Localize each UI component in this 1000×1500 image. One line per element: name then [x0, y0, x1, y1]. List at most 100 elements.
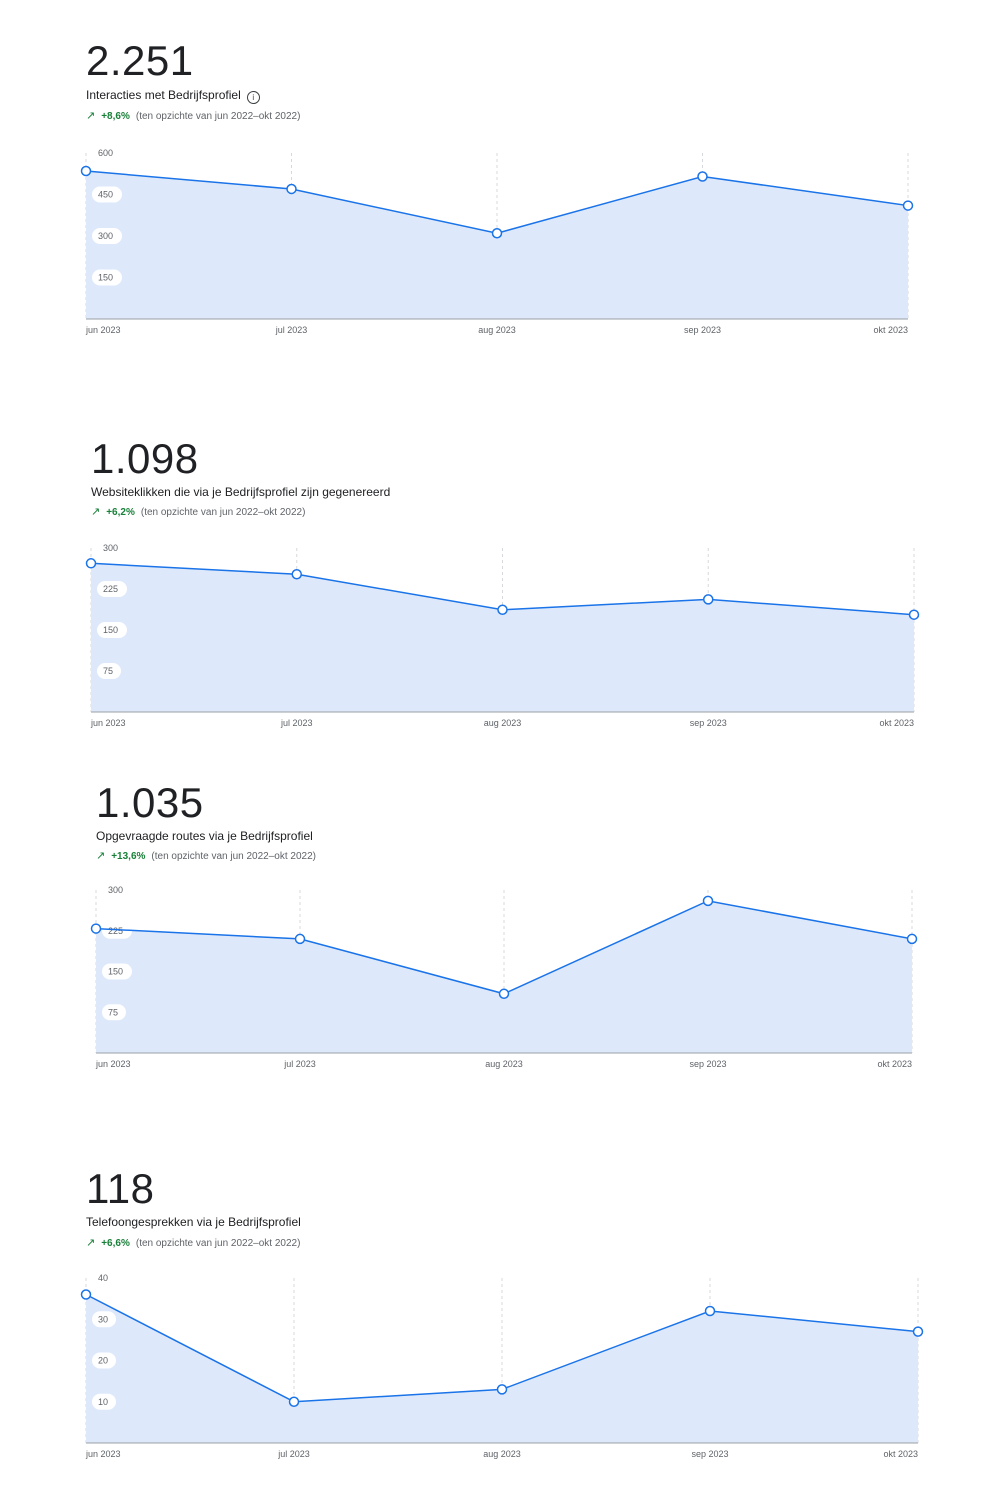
x-tick-label: sep 2023	[689, 1059, 726, 1069]
data-point[interactable]	[288, 1396, 300, 1407]
trend-percentage: +8,6%	[101, 111, 130, 122]
kpi-label: Websiteklikken die via je Bedrijfsprofie…	[91, 485, 390, 499]
data-point[interactable]	[908, 609, 920, 620]
data-point[interactable]	[286, 183, 297, 195]
svg-text:150: 150	[108, 967, 123, 977]
x-tick-label: jun 2023	[90, 718, 126, 728]
y-tick-label: 300	[108, 885, 123, 895]
svg-text:600: 600	[98, 148, 113, 158]
trend-percentage: +6,2%	[106, 507, 135, 518]
y-tick-label: 450	[92, 186, 122, 203]
y-tick-label: 300	[92, 228, 122, 244]
data-point[interactable]	[497, 604, 508, 616]
svg-text:450: 450	[98, 190, 113, 200]
data-point[interactable]	[697, 171, 708, 182]
svg-text:150: 150	[103, 625, 118, 635]
kpi-label-text: Opgevraagde routes via je Bedrijfsprofie…	[96, 829, 313, 843]
data-point[interactable]	[85, 558, 97, 569]
area-chart: 600 450 300 150 jun 2023 jul 2023 aug 2023 sep …	[80, 148, 914, 335]
svg-text:300: 300	[98, 231, 113, 241]
area-fill	[96, 900, 912, 1053]
kpi-value: 1.035	[96, 779, 204, 826]
y-tick-label: 225	[102, 922, 132, 939]
y-tick-label: 600	[98, 148, 113, 158]
x-tick-label: aug 2023	[485, 1059, 523, 1069]
y-tick-label: 10	[92, 1393, 116, 1410]
kpi-label-text: Interacties met Bedrijfsprofiel	[86, 88, 241, 102]
trend-indicator: ↗ +8,6% (ten opzichte van jun 2022–okt 202…	[86, 109, 300, 122]
kpi-label: Telefoongesprekken via je Bedrijfsprofie…	[86, 1215, 301, 1229]
data-point[interactable]	[80, 1289, 92, 1300]
area-chart: 300 225 150 75 jun 2023 jul 2023 aug 2023 sep 2…	[85, 543, 920, 728]
x-tick-label: aug 2023	[484, 718, 522, 728]
trending-up-icon: ↗	[91, 506, 101, 518]
trend-indicator: ↗ +6,6% (ten opzichte van jun 2022–okt 202…	[86, 1236, 300, 1249]
data-point[interactable]	[491, 227, 503, 239]
kpi-label: Opgevraagde routes via je Bedrijfsprofie…	[96, 829, 313, 843]
y-tick-label: 150	[102, 963, 132, 980]
x-tick-label: aug 2023	[478, 325, 516, 335]
svg-text:225: 225	[108, 926, 123, 936]
kpi-value: 1.098	[91, 435, 199, 482]
trend-comparison-note: (ten opzichte van jun 2022–okt 2022)	[151, 851, 316, 862]
data-point[interactable]	[498, 988, 510, 1000]
x-tick-label: okt 2023	[877, 1059, 912, 1069]
data-point[interactable]	[912, 1326, 924, 1337]
data-point[interactable]	[496, 1384, 508, 1395]
area-fill	[86, 170, 908, 319]
trend-comparison-note: (ten opzichte van jun 2022–okt 2022)	[135, 1238, 301, 1249]
svg-text:150: 150	[98, 273, 113, 283]
trend-comparison-note: (ten opzichte van jun 2022–okt 2022)	[140, 507, 306, 518]
x-tick-label: okt 2023	[879, 718, 914, 728]
data-point[interactable]	[906, 933, 918, 945]
svg-text:75: 75	[108, 1007, 118, 1017]
x-tick-label: jul 2023	[280, 718, 313, 728]
x-tick-label: jul 2023	[275, 325, 308, 335]
info-icon[interactable]: i	[246, 91, 260, 104]
x-tick-label: sep 2023	[691, 1449, 728, 1459]
x-tick-label: jul 2023	[283, 1059, 316, 1069]
kpi-label: Interacties met Bedrijfsprofiel i	[86, 88, 260, 104]
kpi-label-text: Telefoongesprekken via je Bedrijfsprofie…	[86, 1215, 301, 1229]
y-tick-label: 20	[92, 1352, 116, 1369]
y-tick-label: 75	[97, 663, 121, 679]
trending-up-icon: ↗	[96, 850, 106, 862]
data-point[interactable]	[291, 568, 302, 580]
trend-percentage: +13,6%	[111, 851, 146, 862]
svg-text:300: 300	[108, 885, 123, 895]
x-tick-label: jun 2023	[85, 1449, 121, 1459]
data-point[interactable]	[703, 594, 714, 605]
svg-text:225: 225	[103, 584, 118, 594]
y-tick-label: 150	[92, 269, 122, 286]
svg-text:20: 20	[98, 1356, 108, 1366]
svg-text:75: 75	[103, 666, 113, 676]
x-tick-label: sep 2023	[684, 325, 721, 335]
trend-indicator: ↗ +13,6% (ten opzichte van jun 2022–okt 20…	[96, 849, 316, 862]
y-tick-label: 225	[97, 581, 127, 597]
svg-text:40: 40	[98, 1273, 108, 1283]
data-point[interactable]	[902, 200, 914, 211]
svg-text:30: 30	[98, 1314, 108, 1324]
y-tick-label: 150	[97, 622, 127, 638]
x-tick-label: okt 2023	[883, 1449, 918, 1459]
trend-comparison-note: (ten opzichte van jun 2022–okt 2022)	[135, 111, 301, 122]
trend-indicator: ↗ +6,2% (ten opzichte van jun 2022–okt 202…	[91, 505, 305, 518]
trend-percentage: +6,6%	[101, 1238, 130, 1249]
area-chart: 300 225 150 75 jun 2023 jul 2023 aug 2023 sep 2…	[90, 885, 918, 1069]
data-point[interactable]	[90, 923, 102, 934]
y-tick-label: 40	[98, 1273, 108, 1283]
trending-up-icon: ↗	[86, 110, 96, 122]
data-point[interactable]	[294, 933, 306, 945]
x-tick-label: sep 2023	[690, 718, 727, 728]
area-chart: 40 30 20 10 jun 2023 jul 2023 aug 2023 sep 2023…	[80, 1273, 924, 1459]
data-point[interactable]	[80, 165, 92, 177]
y-tick-label: 30	[92, 1311, 116, 1328]
data-point[interactable]	[704, 1305, 716, 1317]
x-tick-label: jun 2023	[85, 325, 121, 335]
x-tick-label: jun 2023	[95, 1059, 131, 1069]
x-tick-label: aug 2023	[483, 1449, 521, 1459]
x-tick-label: jul 2023	[277, 1449, 310, 1459]
data-point[interactable]	[702, 895, 714, 907]
kpi-value: 118	[86, 1165, 155, 1212]
svg-text:10: 10	[98, 1397, 108, 1407]
